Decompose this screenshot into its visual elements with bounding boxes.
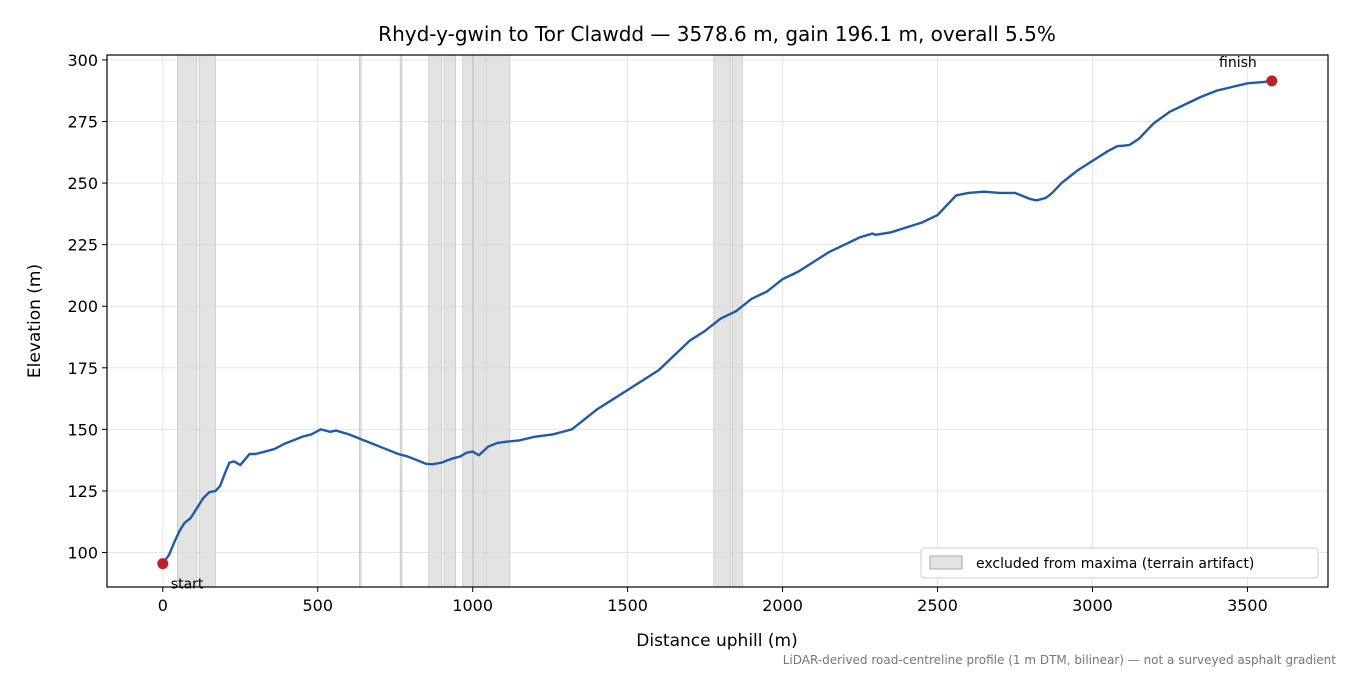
x-tick-label: 2000: [762, 596, 803, 615]
legend-label: excluded from maxima (terrain artifact): [976, 556, 1254, 572]
axis-ticks: 0 500 1000 1500 2000 2500 3000 3500 100 125 150 175…: [67, 51, 1267, 615]
excluded-region: [486, 54, 511, 588]
excluded-region: [473, 54, 486, 588]
y-tick-label: 225: [67, 236, 98, 255]
excluded-region: [462, 54, 473, 588]
start-label: start: [171, 577, 204, 593]
excluded-region: [198, 54, 216, 588]
excluded-region: [399, 54, 403, 588]
x-tick-label: 2500: [917, 596, 958, 615]
y-axis-label: Elevation (m): [25, 264, 45, 378]
y-tick-label: 275: [67, 113, 98, 132]
finish-label: finish: [1219, 55, 1257, 71]
plot-frame: [106, 54, 1329, 588]
markers: start finish: [157, 55, 1278, 593]
chart-title: Rhyd-y-gwin to Tor Clawdd — 3578.6 m, ga…: [378, 22, 1056, 46]
legend-swatch: [929, 555, 963, 570]
legend: excluded from maxima (terrain artifact): [920, 547, 1319, 579]
x-tick-label: 0: [158, 596, 168, 615]
caption: LiDAR-derived road-centreline profile (1…: [783, 653, 1337, 667]
excluded-region: [732, 54, 743, 588]
x-tick-label: 500: [302, 596, 333, 615]
x-tick-label: 1000: [452, 596, 493, 615]
excluded-region: [443, 54, 456, 588]
finish-marker: [1266, 75, 1278, 87]
x-tick-label: 3500: [1227, 596, 1268, 615]
excluded-region: [177, 54, 198, 588]
y-tick-label: 150: [67, 420, 98, 439]
excluded-regions: [177, 54, 743, 588]
x-axis-label: Distance uphill (m): [636, 631, 797, 651]
y-tick-label: 200: [67, 297, 98, 316]
x-tick-label: 1500: [607, 596, 648, 615]
y-tick-label: 300: [67, 51, 98, 70]
y-tick-label: 125: [67, 482, 98, 501]
elevation-series-line: [161, 79, 1273, 565]
y-tick-label: 250: [67, 174, 98, 193]
legend-box: [920, 547, 1319, 579]
series-layer: [161, 79, 1273, 565]
y-tick-label: 100: [67, 544, 98, 563]
excluded-region: [428, 54, 442, 588]
y-tick-label: 175: [67, 359, 98, 378]
excluded-region: [358, 54, 362, 588]
start-marker: [157, 558, 169, 570]
x-tick-label: 3000: [1072, 596, 1113, 615]
